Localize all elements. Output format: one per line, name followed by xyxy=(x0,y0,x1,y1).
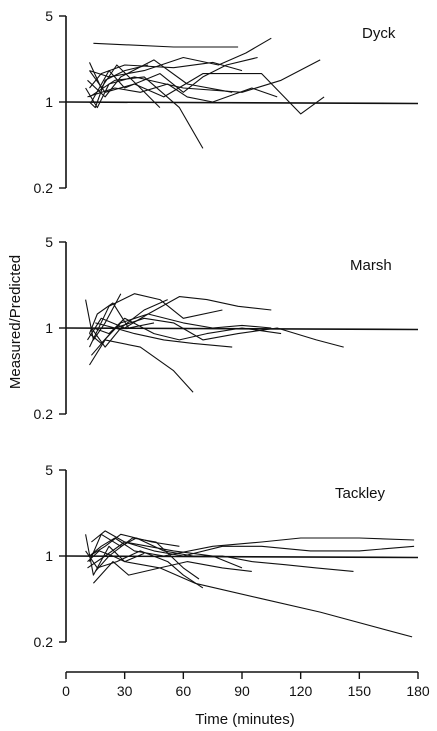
series-line xyxy=(89,339,194,393)
series-line xyxy=(85,550,204,589)
x-tick-label: 0 xyxy=(62,683,70,699)
series-line xyxy=(88,533,354,572)
chart-panel-marsh: 0.2 1 5 Marsh xyxy=(34,234,419,422)
y-tick-label: 0.2 xyxy=(34,634,54,650)
y-tick-label: 1 xyxy=(45,94,53,110)
chart-panel-dyck: 0.2 1 5 Dyck xyxy=(34,8,419,196)
series-line xyxy=(89,70,325,115)
series-line xyxy=(92,561,252,584)
series-line xyxy=(89,533,180,557)
reference-line xyxy=(65,555,419,559)
series-line xyxy=(87,550,145,563)
series-line xyxy=(90,299,168,348)
x-axis-title: Time (minutes) xyxy=(195,711,294,728)
series-line xyxy=(93,317,282,341)
series-line xyxy=(91,530,243,569)
series-line xyxy=(85,534,413,638)
series-line xyxy=(89,537,415,557)
series-line xyxy=(93,42,239,48)
y-tick-label: 1 xyxy=(45,320,53,336)
x-axis: 0 30 60 90 120 150 180 xyxy=(62,671,430,699)
y-tick-label: 1 xyxy=(45,548,53,564)
x-tick-label: 30 xyxy=(117,683,133,699)
y-tick-label: 5 xyxy=(45,462,53,478)
panels: 0.2 1 5 Dyck 0.2 1 5 Marsh 0.2 1 5 Tackley xyxy=(34,8,419,650)
series-line xyxy=(87,541,415,569)
y-tick-label: 5 xyxy=(45,234,53,250)
series-line xyxy=(87,59,233,98)
series-line xyxy=(90,317,344,356)
series-line xyxy=(89,64,149,109)
panel-label: Dyck xyxy=(362,25,396,42)
x-tick-label: 150 xyxy=(348,683,372,699)
y-tick-label: 5 xyxy=(45,8,53,24)
series-line xyxy=(95,322,233,348)
x-tick-label: 120 xyxy=(289,683,313,699)
panel-label: Marsh xyxy=(350,257,392,274)
series-line xyxy=(87,83,278,103)
chart-panel-tackley: 0.2 1 5 Tackley xyxy=(34,462,419,650)
series-line xyxy=(94,537,200,580)
series-line xyxy=(85,59,321,109)
y-axis-title: Measured/Predicted xyxy=(7,255,24,389)
series-line xyxy=(90,56,258,103)
series-line xyxy=(89,61,243,89)
series-line xyxy=(87,313,272,341)
x-tick-label: 180 xyxy=(406,683,430,699)
series-line xyxy=(89,296,272,344)
panel-label: Tackley xyxy=(335,485,386,502)
x-tick-label: 60 xyxy=(176,683,192,699)
series-line xyxy=(88,302,155,334)
y-tick-label: 0.2 xyxy=(34,406,54,422)
reference-line xyxy=(65,101,419,105)
series-line xyxy=(85,293,122,341)
y-tick-label: 0.2 xyxy=(34,180,54,196)
series-line xyxy=(89,293,223,348)
x-tick-label: 90 xyxy=(234,683,250,699)
series-line xyxy=(89,76,204,149)
series-line xyxy=(88,62,161,108)
